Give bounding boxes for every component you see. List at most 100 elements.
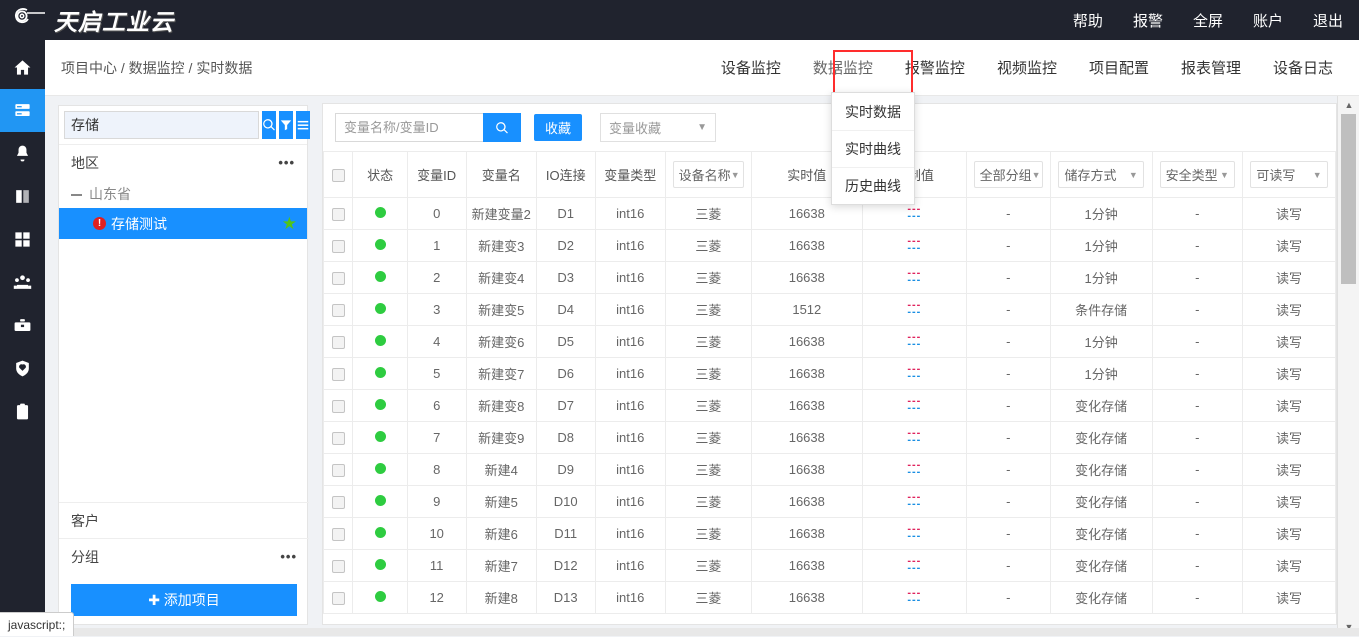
- star-icon[interactable]: ★: [282, 214, 297, 234]
- scroll-up-arrow-icon[interactable]: ▲: [1338, 96, 1359, 114]
- rail-item-users[interactable]: [0, 261, 45, 304]
- favorite-button[interactable]: 收藏: [534, 114, 582, 141]
- row-control-value[interactable]: ------: [862, 518, 966, 550]
- security-type-select[interactable]: 安全类型 ▼: [1160, 161, 1235, 188]
- rail-item-reports[interactable]: [0, 390, 45, 433]
- topnav-help[interactable]: 帮助: [1073, 10, 1103, 31]
- topnav-logout[interactable]: 退出: [1313, 10, 1343, 31]
- page-scrollbar[interactable]: ▲ ▼: [1337, 96, 1359, 636]
- group-select[interactable]: 全部分组 ▼: [974, 161, 1043, 188]
- favorite-select[interactable]: 变量收藏 ▼: [600, 113, 716, 142]
- row-checkbox[interactable]: [332, 304, 345, 317]
- sidebar-search-input[interactable]: [64, 111, 259, 139]
- nav-device-log[interactable]: 设备日志: [1257, 40, 1349, 96]
- rail-item-alerts[interactable]: [0, 132, 45, 175]
- header-storage-mode[interactable]: 储存方式 ▼: [1050, 152, 1152, 198]
- header-group[interactable]: 全部分组 ▼: [966, 152, 1050, 198]
- row-checkbox[interactable]: [332, 464, 345, 477]
- variable-search-input[interactable]: [335, 113, 483, 142]
- sidebar-section-region[interactable]: 地区 •••: [59, 144, 307, 180]
- control-dash-icon[interactable]: ------: [907, 398, 921, 412]
- control-dash-icon[interactable]: ------: [907, 590, 921, 604]
- row-checkbox[interactable]: [332, 560, 345, 573]
- control-dash-icon[interactable]: ------: [907, 526, 921, 540]
- rail-item-home[interactable]: [0, 46, 45, 89]
- row-checkbox[interactable]: [332, 432, 345, 445]
- rail-item-apps[interactable]: [0, 218, 45, 261]
- topnav-alarm[interactable]: 报警: [1133, 10, 1163, 31]
- control-dash-icon[interactable]: ------: [907, 302, 921, 316]
- topnav-account[interactable]: 账户: [1253, 10, 1283, 31]
- row-checkbox[interactable]: [332, 592, 345, 605]
- header-read-write[interactable]: 可读写 ▼: [1243, 152, 1336, 198]
- row-checkbox[interactable]: [332, 368, 345, 381]
- tree-node-province[interactable]: 山东省: [59, 180, 307, 208]
- select-all-checkbox[interactable]: [332, 169, 345, 182]
- add-project-button[interactable]: ✚ 添加项目: [71, 584, 297, 616]
- row-control-value[interactable]: ------: [862, 358, 966, 390]
- row-control-value[interactable]: ------: [862, 230, 966, 262]
- control-dash-icon[interactable]: ------: [907, 494, 921, 508]
- storage-mode-select[interactable]: 储存方式 ▼: [1058, 161, 1143, 188]
- sidebar-menu-button[interactable]: [296, 111, 310, 139]
- collapse-minus-icon[interactable]: [71, 189, 82, 200]
- topnav-fullscreen[interactable]: 全屏: [1193, 10, 1223, 31]
- rail-item-security[interactable]: [0, 347, 45, 390]
- row-checkbox[interactable]: [332, 400, 345, 413]
- read-write-select[interactable]: 可读写 ▼: [1250, 161, 1327, 188]
- region-more-icon[interactable]: •••: [278, 155, 295, 170]
- control-dash-icon[interactable]: ------: [907, 270, 921, 284]
- sidebar-section-group[interactable]: 分组 •••: [59, 538, 309, 574]
- control-dash-icon[interactable]: ------: [907, 238, 921, 252]
- nav-data-monitor[interactable]: 数据监控: [797, 40, 889, 96]
- sidebar-section-customer[interactable]: 客户: [59, 502, 309, 538]
- control-dash-icon[interactable]: ------: [907, 558, 921, 572]
- row-control-value[interactable]: ------: [862, 294, 966, 326]
- row-control-value[interactable]: ------: [862, 390, 966, 422]
- tree-item-storage-test[interactable]: ! 存储测试 ★: [59, 208, 307, 239]
- control-dash-icon[interactable]: ------: [907, 430, 921, 444]
- nav-report-management[interactable]: 报表管理: [1165, 40, 1257, 96]
- row-checkbox[interactable]: [332, 336, 345, 349]
- group-more-icon[interactable]: •••: [280, 549, 297, 564]
- row-control-value[interactable]: ------: [862, 262, 966, 294]
- sidebar-filter-button[interactable]: [279, 111, 293, 139]
- control-dash-icon[interactable]: ------: [907, 334, 921, 348]
- nav-device-monitor[interactable]: 设备监控: [705, 40, 797, 96]
- dropdown-item-history-curve[interactable]: 历史曲线: [832, 167, 914, 204]
- scrollbar-thumb[interactable]: [1341, 114, 1356, 284]
- row-control-value[interactable]: ------: [862, 582, 966, 614]
- header-device-name[interactable]: 设备名称 ▼: [665, 152, 751, 198]
- brand-logo[interactable]: 天启工业云: [0, 0, 190, 40]
- dropdown-item-realtime-curve[interactable]: 实时曲线: [832, 130, 914, 167]
- sidebar-search-button[interactable]: [262, 111, 276, 139]
- row-control-value[interactable]: ------: [862, 422, 966, 454]
- nav-video-monitor[interactable]: 视频监控: [981, 40, 1073, 96]
- row-checkbox[interactable]: [332, 528, 345, 541]
- device-name-select[interactable]: 设备名称 ▼: [673, 161, 744, 188]
- control-dash-icon[interactable]: ------: [907, 462, 921, 476]
- row-checkbox[interactable]: [332, 272, 345, 285]
- rail-item-docs[interactable]: [0, 175, 45, 218]
- rail-item-server[interactable]: [0, 89, 45, 132]
- control-dash-icon[interactable]: ------: [907, 366, 921, 380]
- header-security-type[interactable]: 安全类型 ▼: [1152, 152, 1243, 198]
- variable-search-button[interactable]: [483, 113, 521, 142]
- row-control-value[interactable]: ------: [862, 326, 966, 358]
- nav-project-config[interactable]: 项目配置: [1073, 40, 1165, 96]
- rail-item-projects[interactable]: [0, 304, 45, 347]
- row-control-value[interactable]: ------: [862, 550, 966, 582]
- dropdown-item-realtime-data[interactable]: 实时数据: [832, 93, 914, 130]
- row-control-value[interactable]: ------: [862, 454, 966, 486]
